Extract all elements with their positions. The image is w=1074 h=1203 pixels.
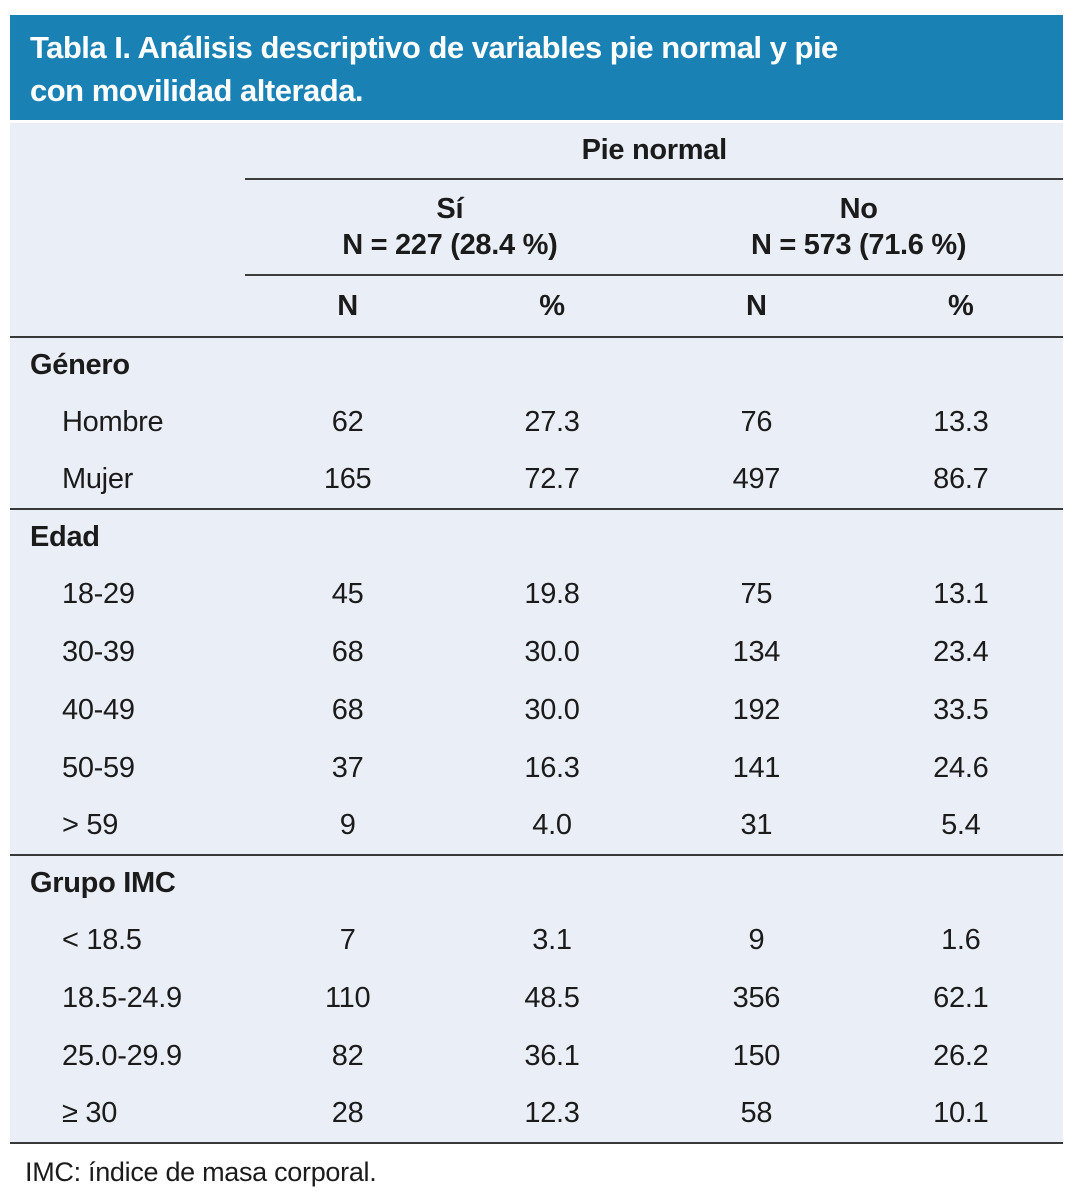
subgroup-no-n: N = 573 (71.6 %): [750, 229, 967, 261]
section-header-edad: Edad: [30, 521, 100, 553]
cell-value: 23.4: [933, 635, 989, 668]
cell-value: 134: [732, 635, 781, 668]
cell-value: 75: [740, 577, 773, 610]
section-header-genero: Género: [30, 349, 130, 381]
descriptive-table: Pie normal Sí N = 227 (28.4 %) No N = 57…: [10, 123, 1063, 1144]
cell-value: 62.1: [933, 981, 989, 1014]
cell-value: 26.2: [933, 1039, 989, 1072]
cell-value: 19.8: [524, 577, 580, 610]
cell-value: 76: [740, 405, 773, 438]
table-title-line1: Tabla I. Análisis descriptivo de variabl…: [30, 29, 838, 65]
cell-value: 33.5: [933, 693, 989, 726]
column-header-pct-no: %: [858, 275, 1063, 338]
subgroup-si-label: Sí: [436, 193, 464, 225]
row-label: 50-59: [62, 751, 135, 784]
row-label: Hombre: [62, 405, 164, 438]
cell-value: 30.0: [524, 635, 580, 668]
cell-value: 110: [324, 981, 371, 1014]
subgroup-header-no: No N = 573 (71.6 %): [654, 179, 1063, 276]
row-label: 18-29: [62, 577, 135, 610]
cell-value: 9: [748, 923, 765, 956]
cell-value: 141: [732, 751, 781, 784]
row-label: Mujer: [10, 451, 246, 510]
span-header-pie-normal: Pie normal: [245, 123, 1063, 180]
table-figure: Tabla I. Análisis descriptivo de variabl…: [10, 15, 1063, 1188]
cell-value: 1.6: [941, 923, 981, 956]
table-row: > 59 9 4.0 31 5.4: [10, 797, 1063, 856]
cell-value: 9: [245, 797, 450, 856]
cell-value: 192: [732, 693, 781, 726]
subgroup-no-label: No: [839, 193, 878, 225]
subgroup-header-si: Sí N = 227 (28.4 %): [245, 179, 655, 276]
cell-value: 48.5: [524, 981, 580, 1014]
cell-value: 497: [654, 451, 859, 510]
cell-value: 150: [732, 1039, 781, 1072]
cell-value: 10.1: [858, 1085, 1063, 1144]
table-footnote: IMC: índice de masa corporal.: [25, 1157, 377, 1187]
cell-value: 36.1: [524, 1039, 580, 1072]
row-label: ≥ 30: [10, 1085, 246, 1144]
table-row: 18.5-24.9 110 48.5 356 62.1: [10, 969, 1063, 1027]
row-label: 25.0-29.9: [62, 1039, 182, 1072]
row-label: 40-49: [62, 693, 135, 726]
column-header-n-si: N: [245, 275, 450, 338]
cell-value: 28: [245, 1085, 450, 1144]
cell-value: 62: [331, 405, 364, 438]
cell-value: 31: [654, 797, 859, 856]
cell-value: 58: [654, 1085, 859, 1144]
cell-value: 86.7: [858, 451, 1063, 510]
cell-value: 27.3: [524, 405, 580, 438]
cell-value: 356: [732, 981, 781, 1014]
row-label: 30-39: [62, 635, 135, 668]
cell-value: 13.1: [933, 577, 989, 610]
corner-empty-cell: [10, 123, 246, 338]
table-row: 18-29 45 19.8 75 13.1: [10, 565, 1063, 623]
cell-value: 165: [245, 451, 450, 510]
table-row: < 18.5 7 3.1 9 1.6: [10, 911, 1063, 969]
cell-value: 5.4: [858, 797, 1063, 856]
row-label: 18.5-24.9: [62, 981, 182, 1014]
cell-value: 12.3: [449, 1085, 655, 1144]
cell-value: 16.3: [524, 751, 580, 784]
cell-value: 68: [331, 693, 364, 726]
cell-value: 13.3: [933, 405, 989, 438]
table-row: Mujer 165 72.7 497 86.7: [10, 451, 1063, 510]
cell-value: 68: [331, 635, 364, 668]
cell-value: 3.1: [532, 923, 572, 956]
table-row: 40-49 68 30.0 192 33.5: [10, 681, 1063, 739]
cell-value: 82: [331, 1039, 364, 1072]
table-title-band: Tabla I. Análisis descriptivo de variabl…: [10, 15, 1063, 120]
row-label: < 18.5: [62, 923, 142, 956]
subgroup-si-n: N = 227 (28.4 %): [342, 229, 558, 261]
table-row: 30-39 68 30.0 134 23.4: [10, 623, 1063, 681]
column-header-n-no: N: [654, 275, 859, 338]
cell-value: 4.0: [449, 797, 655, 856]
cell-value: 72.7: [449, 451, 655, 510]
section-header-grupo-imc: Grupo IMC: [30, 867, 176, 899]
table-row: 25.0-29.9 82 36.1 150 26.2: [10, 1027, 1063, 1085]
table-row: 50-59 37 16.3 141 24.6: [10, 739, 1063, 797]
table-row: ≥ 30 28 12.3 58 10.1: [10, 1085, 1063, 1144]
column-header-pct-si: %: [449, 275, 655, 338]
cell-value: 45: [331, 577, 364, 610]
cell-value: 24.6: [933, 751, 989, 784]
cell-value: 30.0: [524, 693, 580, 726]
table-title-line2: con movilidad alterada.: [30, 72, 364, 108]
table-row: Hombre 62 27.3 76 13.3: [10, 393, 1063, 451]
row-label: > 59: [10, 797, 246, 856]
cell-value: 37: [331, 751, 364, 784]
cell-value: 7: [339, 923, 356, 956]
